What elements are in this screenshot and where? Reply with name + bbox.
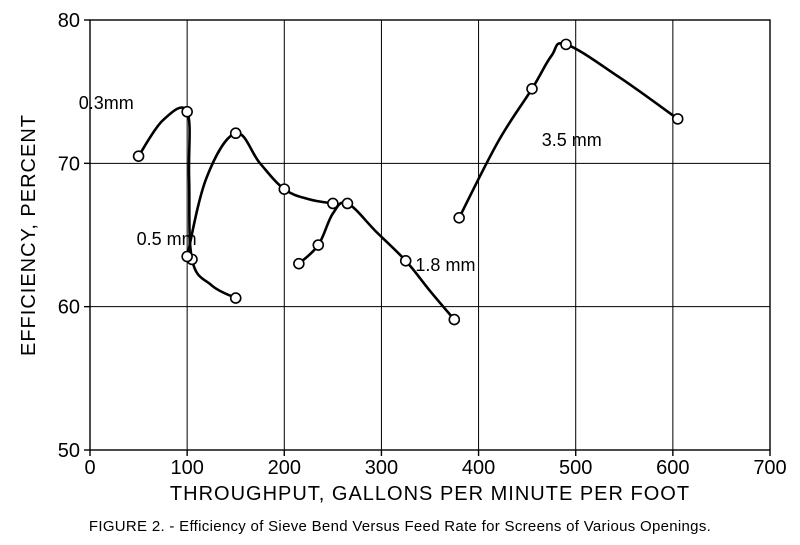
efficiency-chart: 0 100 200 300 400 500 600 700 50 60 70 80 THROUGHPUT… bbox=[0, 0, 800, 545]
series-label-0.3mm: 0.3mm bbox=[79, 93, 134, 113]
svg-text:300: 300 bbox=[365, 457, 398, 479]
series-label-0.5mm: 0.5 mm bbox=[137, 229, 197, 249]
svg-text:EFFICIENCY, PERCENT: EFFICIENCY, PERCENT bbox=[18, 114, 40, 356]
svg-text:500: 500 bbox=[559, 457, 592, 479]
series-marker-1.8mm bbox=[449, 315, 459, 325]
series-marker-1.8mm bbox=[342, 198, 352, 208]
series-marker-0.5mm bbox=[279, 184, 289, 194]
series-marker-0.3mm bbox=[182, 107, 192, 117]
series-marker-0.5mm bbox=[231, 128, 241, 138]
svg-text:700: 700 bbox=[753, 457, 786, 479]
svg-text:80: 80 bbox=[58, 10, 80, 32]
series-marker-0.5mm bbox=[182, 252, 192, 262]
svg-text:70: 70 bbox=[58, 153, 80, 175]
series-marker-0.3mm bbox=[231, 293, 241, 303]
svg-text:400: 400 bbox=[462, 457, 495, 479]
svg-text:200: 200 bbox=[268, 457, 301, 479]
series-label-1.8mm: 1.8 mm bbox=[415, 255, 475, 275]
series-marker-3.5mm bbox=[454, 213, 464, 223]
svg-text:0: 0 bbox=[84, 457, 95, 479]
svg-text:60: 60 bbox=[58, 297, 80, 319]
series-marker-0.3mm bbox=[134, 151, 144, 161]
series-marker-1.8mm bbox=[401, 256, 411, 266]
series-marker-1.8mm bbox=[294, 259, 304, 269]
series-marker-3.5mm bbox=[527, 84, 537, 94]
series-marker-1.8mm bbox=[313, 240, 323, 250]
svg-text:600: 600 bbox=[656, 457, 689, 479]
series-marker-3.5mm bbox=[561, 39, 571, 49]
svg-text:THROUGHPUT, GALLONS PER MINUTE: THROUGHPUT, GALLONS PER MINUTE PER FOOT bbox=[170, 483, 690, 505]
svg-text:50: 50 bbox=[58, 440, 80, 462]
series-label-3.5mm: 3.5 mm bbox=[542, 130, 602, 150]
series-marker-3.5mm bbox=[673, 114, 683, 124]
svg-text:100: 100 bbox=[170, 457, 203, 479]
chart-container: 0 100 200 300 400 500 600 700 50 60 70 80 THROUGHPUT… bbox=[0, 0, 800, 545]
figure-caption: FIGURE 2. - Efficiency of Sieve Bend Ver… bbox=[0, 518, 800, 535]
